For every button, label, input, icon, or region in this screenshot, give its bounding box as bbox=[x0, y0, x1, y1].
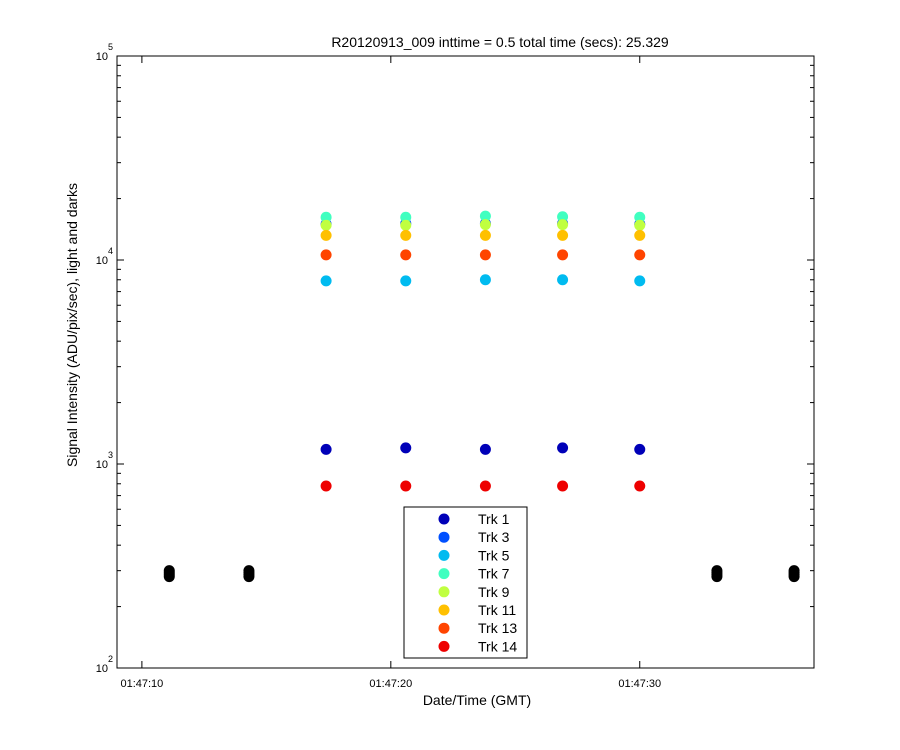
light-point bbox=[634, 249, 646, 261]
y-axis-label: Signal Intensity (ADU/pix/sec), light an… bbox=[64, 183, 80, 467]
y-tick-exponent: 2 bbox=[108, 654, 113, 664]
legend-marker bbox=[438, 531, 450, 543]
chart-title: R20120913_009 inttime = 0.5 total time (… bbox=[331, 34, 669, 50]
light-point bbox=[320, 219, 332, 231]
x-tick-label: 01:47:20 bbox=[369, 678, 412, 690]
light-point bbox=[479, 249, 491, 261]
legend-label: Trk 13 bbox=[478, 620, 517, 636]
x-axis: 01:47:10 01:47:20 01:47:30 bbox=[120, 56, 661, 690]
legend-label: Trk 9 bbox=[478, 584, 510, 600]
light-point bbox=[400, 219, 412, 231]
light-point bbox=[400, 229, 412, 241]
y-tick-label: 10 bbox=[96, 51, 108, 63]
legend-marker bbox=[438, 640, 450, 652]
light-point bbox=[557, 442, 569, 454]
y-tick-exponent: 5 bbox=[108, 42, 113, 52]
legend-marker bbox=[438, 604, 450, 616]
light-point bbox=[557, 219, 569, 231]
dark-point bbox=[788, 571, 800, 583]
light-point bbox=[320, 229, 332, 241]
light-point bbox=[634, 219, 646, 231]
legend-label: Trk 1 bbox=[478, 511, 510, 527]
legend-label: Trk 3 bbox=[478, 529, 510, 545]
light-point bbox=[320, 249, 332, 261]
light-point bbox=[557, 274, 569, 286]
light-point bbox=[400, 480, 412, 492]
light-point bbox=[320, 443, 332, 455]
dark-point bbox=[243, 571, 255, 583]
light-point bbox=[479, 219, 491, 231]
legend-box bbox=[403, 506, 528, 659]
light-point bbox=[400, 275, 412, 287]
legend-label: Trk 7 bbox=[478, 566, 510, 582]
light-point bbox=[400, 442, 412, 454]
light-point bbox=[557, 211, 569, 223]
light-point bbox=[479, 480, 491, 492]
light-point bbox=[634, 480, 646, 492]
y-tick-label: 10 bbox=[96, 255, 108, 267]
legend-label: Trk 5 bbox=[478, 547, 510, 563]
x-tick-label: 01:47:10 bbox=[120, 678, 163, 690]
light-point bbox=[400, 249, 412, 261]
data-points bbox=[163, 210, 800, 583]
light-point bbox=[634, 275, 646, 287]
light-point bbox=[557, 249, 569, 261]
light-point bbox=[557, 480, 569, 492]
legend-marker bbox=[438, 549, 450, 561]
legend-marker bbox=[438, 586, 450, 598]
light-point bbox=[557, 229, 569, 241]
legend-label: Trk 14 bbox=[478, 638, 517, 654]
light-point bbox=[479, 210, 491, 222]
light-point bbox=[320, 275, 332, 287]
dark-point bbox=[711, 571, 723, 583]
x-axis-label: Date/Time (GMT) bbox=[423, 692, 531, 708]
light-point bbox=[479, 274, 491, 286]
light-point bbox=[479, 229, 491, 241]
dark-point bbox=[163, 571, 175, 583]
light-point bbox=[320, 480, 332, 492]
y-tick-exponent: 4 bbox=[108, 246, 113, 256]
y-tick-exponent: 3 bbox=[108, 450, 113, 460]
light-point bbox=[320, 211, 332, 223]
light-point bbox=[634, 229, 646, 241]
light-point bbox=[634, 211, 646, 223]
legend-marker bbox=[438, 513, 450, 525]
light-point bbox=[634, 443, 646, 455]
light-point bbox=[479, 443, 491, 455]
light-point bbox=[400, 211, 412, 223]
legend-marker bbox=[438, 568, 450, 580]
legend-label: Trk 11 bbox=[478, 602, 516, 618]
legend-marker bbox=[438, 622, 450, 634]
legend: Trk 1 Trk 3 Trk 5 Trk 7 Trk 9 Trk 11 Trk 13 Trk… bbox=[403, 506, 528, 659]
y-tick-label: 10 bbox=[96, 663, 108, 675]
y-tick-label: 10 bbox=[96, 459, 108, 471]
x-tick-label: 01:47:30 bbox=[618, 678, 661, 690]
